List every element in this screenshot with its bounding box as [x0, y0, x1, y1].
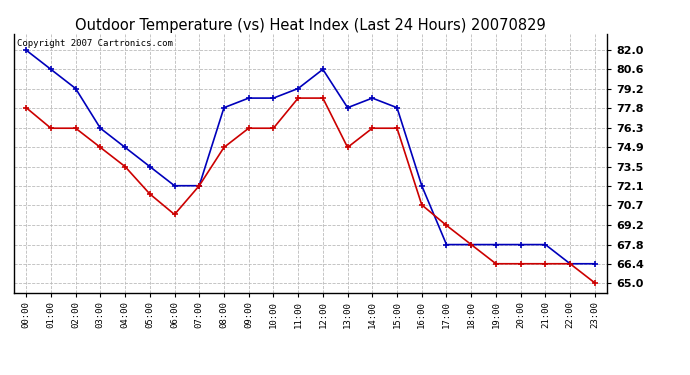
Title: Outdoor Temperature (vs) Heat Index (Last 24 Hours) 20070829: Outdoor Temperature (vs) Heat Index (Las… [75, 18, 546, 33]
Text: Copyright 2007 Cartronics.com: Copyright 2007 Cartronics.com [17, 39, 172, 48]
